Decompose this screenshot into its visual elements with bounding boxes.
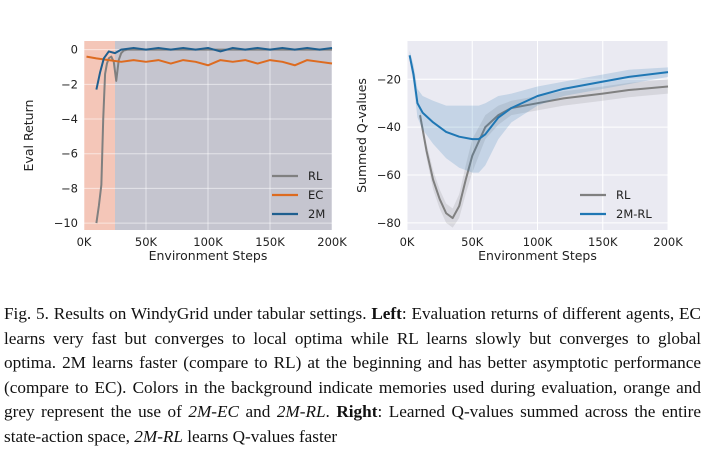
- y-tick-label: −20: [377, 72, 401, 86]
- x-tick-label: 50K: [135, 235, 158, 249]
- series-line-rl: [419, 85, 669, 220]
- y-tick-label: −8: [61, 181, 78, 195]
- right-chart: 0K 50K 100K 150K 200K −20 −40 −60 −80 Environment…: [354, 41, 683, 263]
- caption-left-text: : Evaluation returns of different agents…: [4, 304, 701, 422]
- y-tick-label: −40: [377, 120, 401, 134]
- y-axis-label: Eval Return: [21, 100, 36, 172]
- caption-and: and: [238, 402, 277, 422]
- series-line-rl: [95, 48, 332, 224]
- x-axis-label: Environment Steps: [478, 248, 597, 263]
- x-tick-label: 50K: [461, 235, 484, 249]
- x-tick-label: 100K: [523, 235, 553, 249]
- y-tick-label: −60: [377, 168, 401, 182]
- y-tick-label: −6: [61, 147, 78, 161]
- legend-label-rl: RL: [308, 169, 323, 183]
- legend-label-rl: RL: [616, 188, 631, 202]
- caption-right-text: : Learned Q-values summed across the ent…: [4, 402, 701, 446]
- left-chart: 0K 50K 100K 150K 200K 0 −2 −4 −6 −8 −10 Environment…: [21, 41, 347, 263]
- caption-emphasis-2m-ec: 2M-EC: [188, 402, 239, 422]
- y-tick-label: −10: [54, 216, 78, 230]
- y-tick-label: −80: [377, 216, 401, 230]
- x-tick-label: 150K: [255, 235, 285, 249]
- legend-label-2m: 2M: [308, 207, 325, 221]
- background-region-1: [115, 41, 332, 230]
- x-tick-label: 150K: [588, 235, 618, 249]
- caption-end: learns Q-values faster: [182, 426, 338, 446]
- caption-intro: Fig. 5. Results on WindyGrid under tabul…: [4, 304, 372, 323]
- caption-emphasis-2m-rl: 2M-RL: [276, 402, 326, 422]
- y-axis-label: Summed Q-values: [354, 78, 369, 193]
- caption-right-label: Right: [336, 402, 378, 422]
- caption-period: .: [325, 402, 337, 422]
- x-axis-label: Environment Steps: [149, 248, 268, 263]
- x-tick-label: 0K: [77, 235, 92, 249]
- x-tick-label: 100K: [193, 235, 223, 249]
- x-tick-label: 200K: [317, 235, 347, 249]
- results-figure: 0K 50K 100K 150K 200K 0 −2 −4 −6 −8 −10 Environment…: [21, 41, 683, 263]
- y-tick-label: −4: [61, 112, 78, 126]
- caption-emphasis-2m-rl-2: 2M-RL: [134, 426, 183, 446]
- y-tick-label: 0: [71, 43, 78, 57]
- legend-label-2m-rl: 2M-RL: [616, 207, 652, 221]
- legend-label-ec: EC: [308, 188, 323, 202]
- series-line-2m: [95, 46, 333, 90]
- series-line-ec: [86, 55, 333, 67]
- caption-left-label: Left: [371, 304, 402, 323]
- series-line-2m-rl: [408, 55, 669, 141]
- figure-caption: Fig. 5. Results on WindyGrid under tabul…: [4, 302, 701, 450]
- x-tick-label: 200K: [653, 235, 683, 249]
- x-tick-label: 0K: [400, 235, 415, 249]
- y-tick-label: −2: [61, 77, 78, 91]
